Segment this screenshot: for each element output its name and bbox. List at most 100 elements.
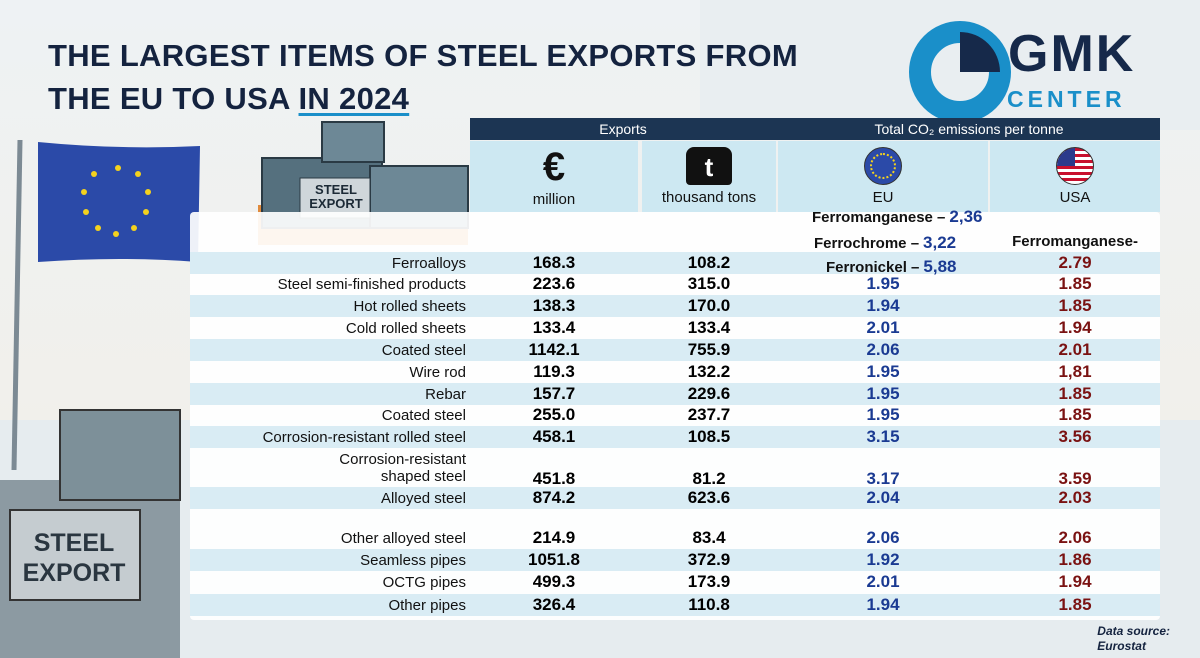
group-header: Total CO₂ emissions per tonne <box>778 118 1160 140</box>
table-cell: 119.3 <box>533 362 575 381</box>
row-label: Steel semi-finished products <box>277 276 466 293</box>
column-header: € million <box>470 141 638 212</box>
table-cell: 1.95 <box>866 274 900 293</box>
table-cell: 138.3 <box>532 296 576 315</box>
table-cell: 1.94 <box>1058 572 1092 591</box>
note-value: 5,88 <box>923 257 957 276</box>
table-row: Rebar 157.7 229.6 1.95 1.85 <box>190 383 1160 405</box>
icon-text: t <box>704 152 714 182</box>
table-cell: 237.7 <box>687 405 731 424</box>
table-cell: 623.6 <box>687 488 731 507</box>
column-label: thousand tons <box>661 189 757 206</box>
row-label: Corrosion-resistant shaped steel <box>339 451 466 485</box>
table-cell: 315.0 <box>687 274 731 293</box>
row-label: Ferroalloys <box>391 255 466 272</box>
eu-note: Ferromanganese –2,36 <box>812 207 982 227</box>
table-cell: 3.59 <box>1058 469 1092 488</box>
table-cell: 2.01 <box>866 318 900 337</box>
table-row: Seamless pipes 1051.8 372.9 1.92 1.86 <box>190 549 1160 571</box>
icon: € <box>542 145 566 189</box>
table-cell: 3.56 <box>1058 427 1092 446</box>
table-cell: 157.7 <box>532 384 576 403</box>
row-label: Other alloyed steel <box>340 530 466 547</box>
usa-note: Ferromanganese- <box>1012 233 1138 250</box>
table-cell: 110.8 <box>688 595 730 614</box>
crate-label: STEEL EXPORT <box>22 529 126 587</box>
table-cell: 132.2 <box>687 362 731 381</box>
table-cell: 1051.8 <box>528 550 580 569</box>
table-cell: 1.85 <box>1058 405 1092 424</box>
table-cell: 108.5 <box>687 427 731 446</box>
logo-text: GMK <box>1008 25 1136 83</box>
table-cell: 458.1 <box>532 427 576 446</box>
note-label: Ferronickel – <box>826 259 920 276</box>
table-cell: 1.94 <box>866 296 900 315</box>
table-cell: 81.2 <box>692 469 726 488</box>
title-text: THE EU TO USA <box>48 81 290 116</box>
table-cell: 108.2 <box>687 253 731 272</box>
column-label: USA <box>1059 189 1091 206</box>
column-label: million <box>532 191 576 208</box>
table-cell: 2.06 <box>1058 528 1092 547</box>
title-highlight: IN 2024 <box>298 81 410 116</box>
table-row: Hot rolled sheets 138.3 170.0 1.94 1.85 <box>190 295 1160 317</box>
table-cell: 2.01 <box>1058 340 1092 359</box>
table-row: Cold rolled sheets 133.4 133.4 2.01 1.94 <box>190 317 1160 339</box>
table-cell: 1.85 <box>1058 595 1092 614</box>
row-label: Coated steel <box>381 407 466 424</box>
source: Data source: Eurostat <box>1097 624 1170 654</box>
table-cell: 214.9 <box>532 528 576 547</box>
table-row: Ferroalloys 168.3 108.2 2.79 <box>190 252 1160 274</box>
table-row: Steel semi-finished products 223.6 315.0 1.… <box>190 273 1160 295</box>
row-label: Other pipes <box>388 597 466 614</box>
table-cell: 1.94 <box>866 595 900 614</box>
table-cell: 2.04 <box>866 488 900 507</box>
table-cell: 1.86 <box>1058 550 1092 569</box>
flag-stars <box>870 153 896 179</box>
table-cell: 2.06 <box>866 340 900 359</box>
row-label: OCTG pipes <box>382 574 466 591</box>
table-row: Corrosion-resistant shaped steel 451.8 81.… <box>190 449 1160 489</box>
table-row: Corrosion-resistant rolled steel 458.1 108… <box>190 426 1160 448</box>
table-cell: 133.4 <box>532 318 576 337</box>
title: THE LARGEST ITEMS OF STEEL EXPORTS FROM … <box>48 34 798 120</box>
group-header: Exports <box>470 118 776 140</box>
table-cell: 874.2 <box>532 488 576 507</box>
table-cell: 755.9 <box>687 340 731 359</box>
table-cell: 2.06 <box>866 528 900 547</box>
note-label: Ferrochrome – <box>814 235 920 252</box>
row-label: Alloyed steel <box>380 490 466 507</box>
table-cell: 1.85 <box>1058 384 1092 403</box>
crate-label: STEEL EXPORT <box>309 182 363 211</box>
note-label: Ferromanganese – <box>812 209 946 226</box>
table-cell: 1.85 <box>1058 274 1092 293</box>
table-cell: 255.0 <box>532 405 576 424</box>
flag-canton <box>1057 148 1075 166</box>
table-cell: 2.01 <box>866 572 900 591</box>
table-cell: 1,81 <box>1058 362 1092 381</box>
table-row: Alloyed steel 874.2 623.6 2.04 2.03 <box>190 487 1160 509</box>
table-row: Coated steel 1142.1 755.9 2.06 2.01 <box>190 339 1160 361</box>
table-cell: 173.9 <box>687 572 731 591</box>
row-label: Corrosion-resistant rolled steel <box>262 429 466 446</box>
table-cell: 229.6 <box>687 384 731 403</box>
table-cell: 1.95 <box>866 362 900 381</box>
eu-note: Ferrochrome –3,22 <box>814 233 956 253</box>
table-cell: 1.85 <box>1058 296 1092 315</box>
table-row: OCTG pipes 499.3 173.9 2.01 1.94 <box>190 571 1160 593</box>
flag <box>864 147 902 185</box>
table-cell: 223.6 <box>532 274 576 293</box>
icon: t <box>686 147 732 185</box>
table-row: Other pipes 326.4 110.8 1.94 1.85 <box>190 594 1160 616</box>
column-label: EU <box>872 189 894 206</box>
source-name: Eurostat <box>1097 639 1146 653</box>
row-label: Coated steel <box>381 342 466 359</box>
column-header: USA <box>990 141 1160 212</box>
table-cell: 451.8 <box>532 469 576 488</box>
table-row: Other alloyed steel 214.9 83.4 2.06 2.06 <box>190 527 1160 549</box>
table-cell: 133.4 <box>687 318 731 337</box>
row-label: Seamless pipes <box>360 552 466 569</box>
row-label: Cold rolled sheets <box>345 320 466 337</box>
table-cell: 372.9 <box>687 550 731 569</box>
table-row: Coated steel 255.0 237.7 1.95 1.85 <box>190 404 1160 426</box>
